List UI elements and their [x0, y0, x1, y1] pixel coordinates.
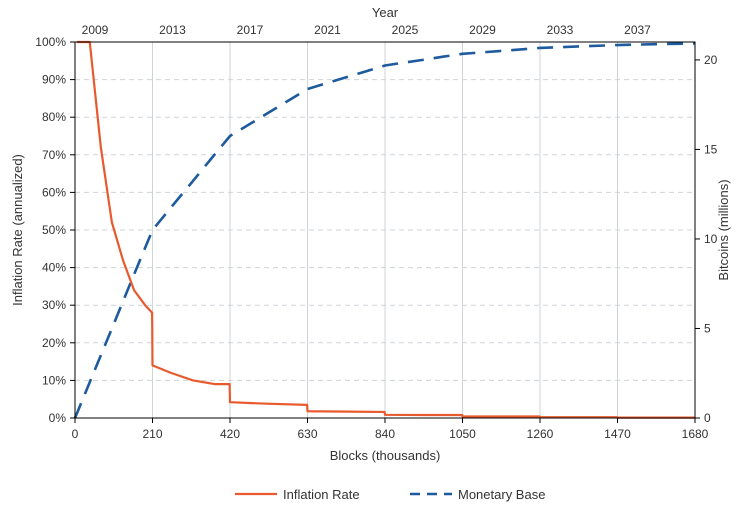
y-left-tick-label: 10%	[42, 373, 66, 387]
year-tick-label: 2037	[624, 23, 651, 37]
y-right-tick-label: 0	[704, 411, 711, 425]
y-left-tick-label: 40%	[42, 261, 66, 275]
year-tick-label: 2013	[159, 23, 186, 37]
y-left-tick-label: 20%	[42, 336, 66, 350]
y-right-axis-label: Bitcoins (millions)	[716, 179, 731, 280]
top-axis-label: Year	[372, 5, 399, 20]
legend-label-monetary_base: Monetary Base	[458, 487, 545, 502]
y-right-tick-label: 20	[704, 53, 718, 67]
y-left-tick-label: 100%	[35, 35, 66, 49]
year-tick-label: 2017	[237, 23, 264, 37]
x-tick-label: 1470	[604, 427, 631, 441]
y-right-tick-label: 5	[704, 321, 711, 335]
x-tick-label: 1260	[527, 427, 554, 441]
y-left-axis-label: Inflation Rate (annualized)	[10, 154, 25, 306]
y-left-tick-label: 30%	[42, 298, 66, 312]
y-left-tick-label: 50%	[42, 223, 66, 237]
y-left-tick-label: 60%	[42, 185, 66, 199]
y-left-tick-label: 90%	[42, 73, 66, 87]
y-right-tick-label: 15	[704, 142, 718, 156]
year-tick-label: 2025	[392, 23, 419, 37]
year-tick-label: 2033	[547, 23, 574, 37]
x-tick-label: 420	[220, 427, 240, 441]
x-tick-label: 1050	[449, 427, 476, 441]
legend-label-inflation: Inflation Rate	[283, 487, 360, 502]
year-tick-label: 2029	[469, 23, 496, 37]
y-left-tick-label: 80%	[42, 110, 66, 124]
year-tick-label: 2009	[82, 23, 109, 37]
x-axis-label: Blocks (thousands)	[330, 448, 441, 463]
x-tick-label: 0	[72, 427, 79, 441]
y-left-tick-label: 70%	[42, 148, 66, 162]
x-tick-label: 840	[375, 427, 395, 441]
x-tick-label: 1680	[682, 427, 709, 441]
x-tick-label: 210	[142, 427, 162, 441]
y-left-tick-label: 0%	[49, 411, 67, 425]
x-tick-label: 630	[297, 427, 317, 441]
year-tick-label: 2021	[314, 23, 341, 37]
